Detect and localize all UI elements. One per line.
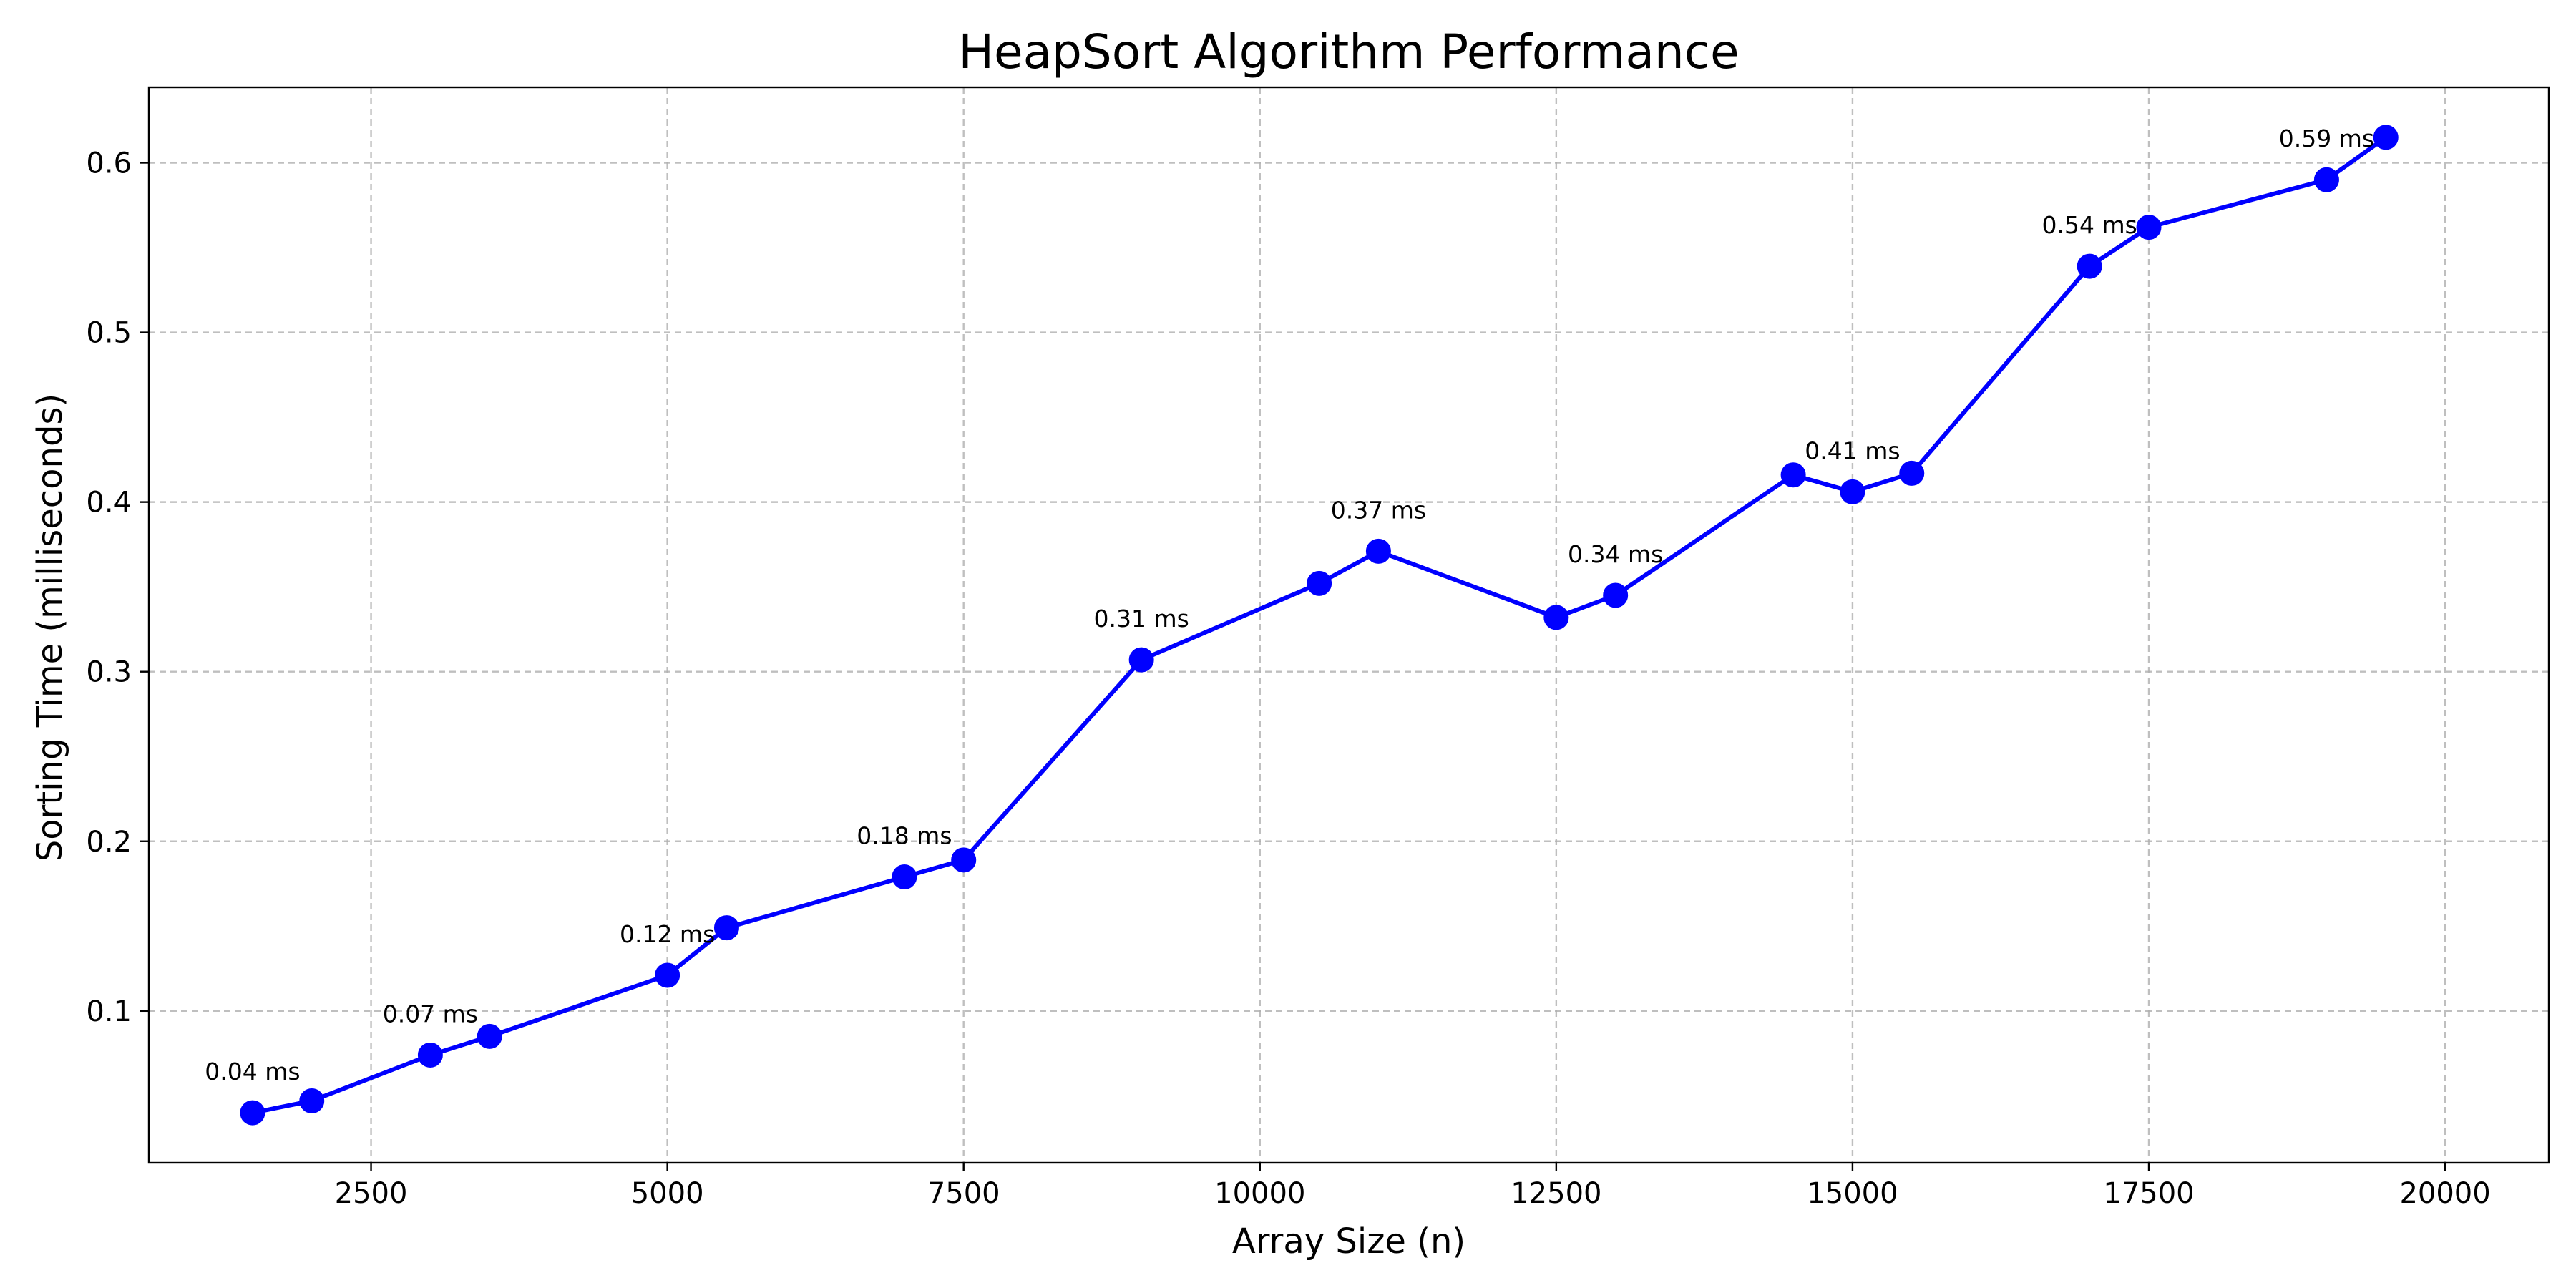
y-axis-label: Sorting Time (milliseconds) — [30, 394, 70, 862]
data-label: 0.37 ms — [1331, 496, 1426, 524]
series-line — [250, 135, 2389, 1116]
y-tick-label: 0.4 — [86, 487, 132, 519]
chart-title: HeapSort Algorithm Performance — [958, 24, 1739, 79]
x-tick-label: 7500 — [927, 1177, 1000, 1210]
data-point — [1365, 538, 1391, 564]
data-point — [299, 1088, 325, 1113]
data-point — [417, 1042, 443, 1068]
data-point — [1780, 462, 1806, 488]
data-point — [655, 962, 680, 988]
axis-ticks: 2500 5000 7500 10000 12500 15000 17500 20000 0.1… — [86, 147, 2490, 1210]
data-point — [1307, 570, 1332, 596]
x-tick-label: 5000 — [631, 1177, 704, 1210]
y-tick-label: 0.2 — [86, 826, 132, 859]
data-point — [951, 847, 977, 873]
x-tick-label: 20000 — [2399, 1177, 2490, 1210]
data-label: 0.04 ms — [205, 1058, 300, 1085]
data-label: 0.34 ms — [1568, 540, 1663, 568]
data-point — [1899, 460, 1925, 486]
data-label: 0.18 ms — [857, 822, 952, 850]
data-labels: 0.04 ms 0.07 ms 0.12 ms 0.18 ms 0.31 ms 0.37 … — [205, 125, 2374, 1085]
data-point — [2077, 253, 2102, 279]
data-point — [892, 864, 917, 890]
data-label: 0.07 ms — [383, 1000, 478, 1028]
data-label: 0.12 ms — [620, 920, 715, 948]
data-label: 0.59 ms — [2279, 125, 2374, 152]
data-point — [1603, 582, 1629, 608]
data-label: 0.31 ms — [1093, 605, 1189, 633]
data-point — [1840, 479, 1865, 504]
x-tick-label: 2500 — [335, 1177, 408, 1210]
data-point — [240, 1100, 265, 1126]
data-point — [2136, 215, 2162, 240]
data-point — [2313, 167, 2339, 192]
y-tick-label: 0.6 — [86, 147, 132, 180]
series — [240, 125, 2399, 1126]
data-point — [713, 915, 739, 941]
data-point — [2373, 125, 2399, 150]
x-tick-label: 17500 — [2103, 1177, 2194, 1210]
data-point — [1128, 647, 1154, 673]
x-tick-label: 10000 — [1214, 1177, 1305, 1210]
x-tick-label: 12500 — [1511, 1177, 1601, 1210]
data-point — [477, 1023, 502, 1049]
x-tick-label: 15000 — [1807, 1177, 1898, 1210]
y-tick-label: 0.1 — [86, 995, 132, 1028]
y-tick-label: 0.5 — [86, 317, 132, 350]
y-tick-label: 0.3 — [86, 656, 132, 689]
x-axis-label: Array Size (n) — [1232, 1221, 1465, 1262]
plot-frame — [147, 86, 2550, 1164]
data-label: 0.54 ms — [2042, 211, 2137, 239]
data-point — [1543, 605, 1569, 630]
data-label: 0.41 ms — [1805, 436, 1900, 464]
